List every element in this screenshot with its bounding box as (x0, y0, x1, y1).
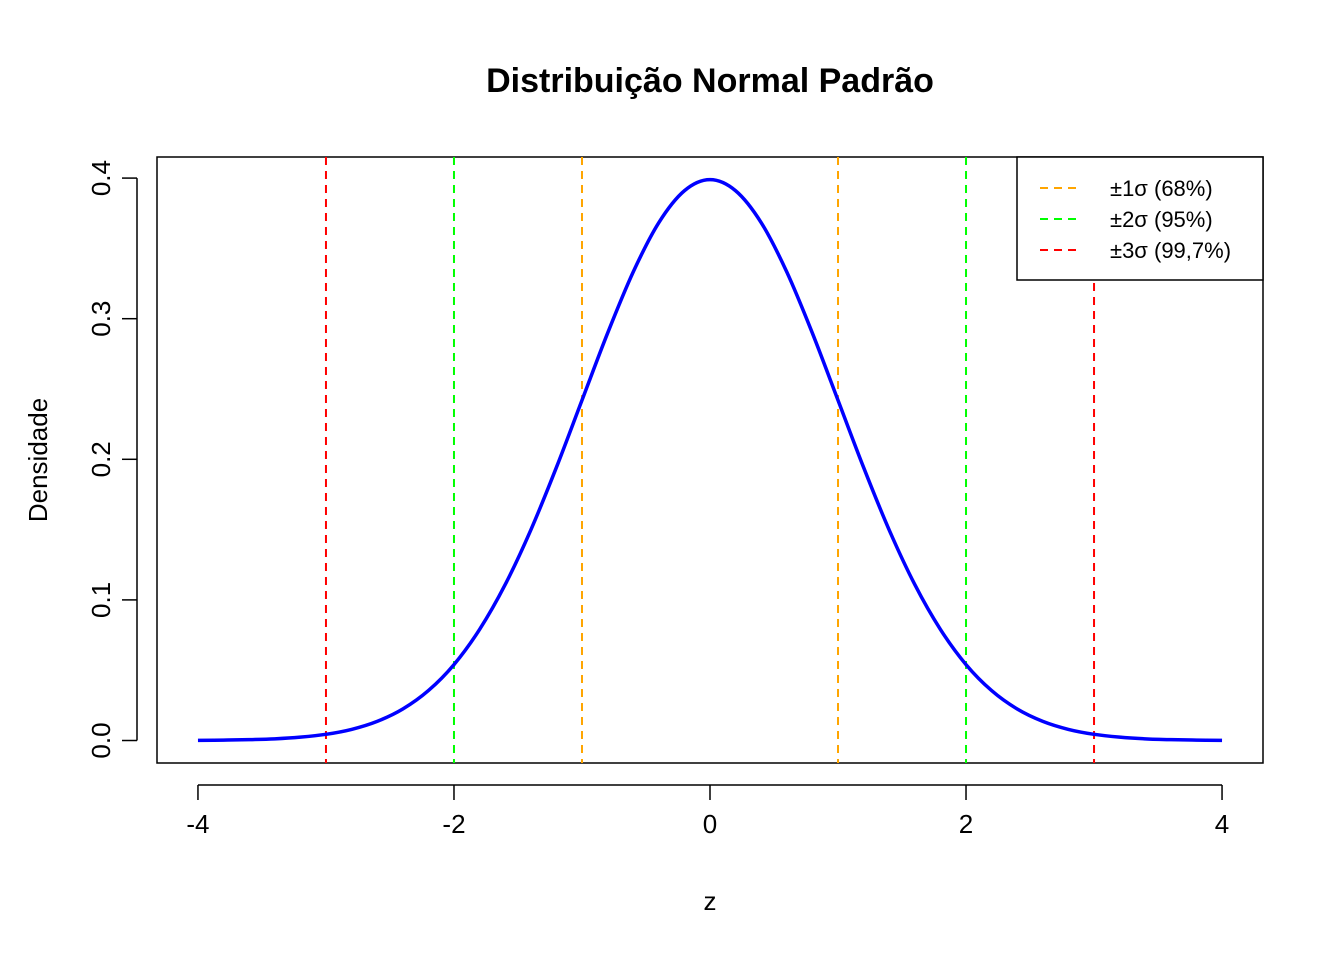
y-tick-label: 0.3 (86, 301, 116, 337)
legend-label: ±2σ (95%) (1110, 207, 1213, 232)
x-tick-label: 0 (703, 809, 717, 839)
x-tick-label: -2 (442, 809, 465, 839)
chart-title: Distribuição Normal Padrão (486, 62, 934, 100)
x-tick-label: 2 (959, 809, 973, 839)
y-tick-label: 0.1 (86, 582, 116, 618)
x-tick-label: -4 (186, 809, 209, 839)
legend-label: ±1σ (68%) (1110, 176, 1213, 201)
x-axis-title: z (704, 886, 717, 916)
legend-label: ±3σ (99,7%) (1110, 238, 1231, 263)
plot-frame (156, 156, 1264, 764)
y-axis-title: Densidade (23, 398, 53, 522)
y-tick-label: 0.0 (86, 722, 116, 758)
y-tick-label: 0.2 (86, 441, 116, 477)
density-curve (197, 177, 1223, 743)
y-tick-label: 0.4 (86, 160, 116, 196)
x-tick-label: 4 (1215, 809, 1229, 839)
